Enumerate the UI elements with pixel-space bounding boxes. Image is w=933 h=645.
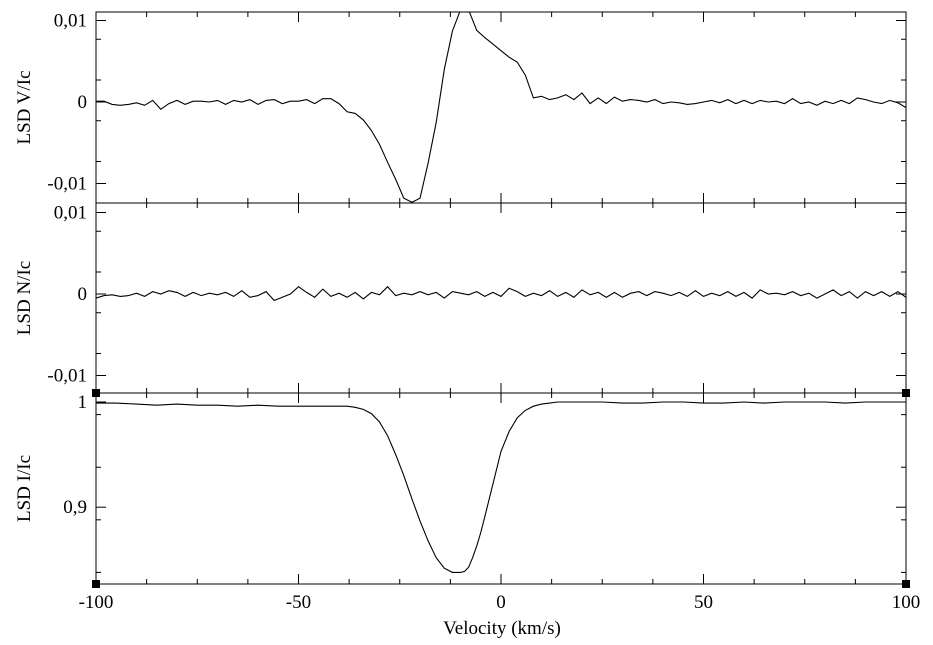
y-tick-label: 0,01	[54, 11, 87, 32]
panel-bottom: 1 0,9 LSD I/Ic -100 -50 0 50 100	[14, 392, 920, 613]
plot-frame	[95, 202, 907, 394]
x-tick-label: -50	[286, 592, 311, 613]
series-line-bottom	[96, 401, 906, 573]
x-tick-label: 100	[892, 592, 921, 613]
plot-frame	[95, 392, 907, 585]
corner-handle	[92, 389, 100, 397]
y-axis-label: LSD I/Ic	[14, 455, 35, 522]
y-tick-label: 1	[78, 392, 88, 413]
y-tick-label: -0,01	[47, 366, 87, 387]
y-tick-label: -0,01	[47, 174, 87, 195]
panel-top: 0,01 0 -0,01 LSD V/Ic	[14, 11, 907, 204]
panel-middle: 0,01 0 -0,01 LSD N/Ic	[14, 202, 907, 394]
corner-handle	[92, 580, 100, 588]
y-axis-label: LSD N/Ic	[14, 261, 35, 335]
y-tick-label: 0	[78, 92, 88, 113]
x-tick-label: -100	[79, 592, 114, 613]
plot-frame	[95, 11, 907, 204]
series-line-top	[96, 12, 906, 203]
y-tick-label: 0,01	[54, 203, 87, 224]
corner-handle	[902, 389, 910, 397]
y-axis-label: LSD V/Ic	[14, 70, 35, 144]
series-line-middle	[96, 285, 906, 302]
y-tick-label: 0,9	[63, 497, 87, 518]
x-tick-label: 50	[694, 592, 713, 613]
corner-handle	[902, 580, 910, 588]
x-axis-label: Velocity (km/s)	[443, 618, 561, 639]
y-tick-label: 0	[78, 284, 88, 305]
x-tick-label: 0	[496, 592, 506, 613]
